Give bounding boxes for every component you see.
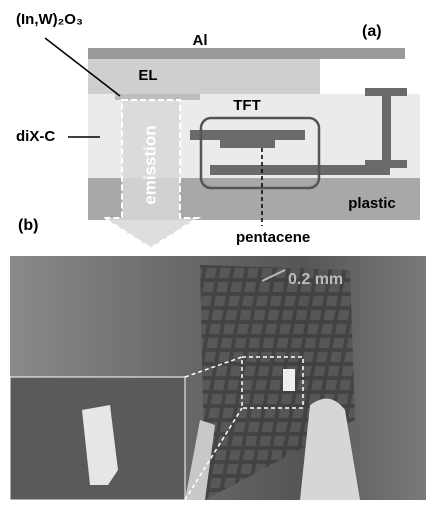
tft-label: TFT (233, 97, 261, 114)
el-layer (88, 59, 320, 94)
dielectric-label: diX-C (16, 128, 55, 145)
semiconductor-label: pentacene (236, 229, 310, 246)
tft-line (210, 165, 390, 175)
emission-label: emisstion (140, 125, 159, 204)
figure: emisstion (In,W)₂O₃ (a) Al EL diX-C TFT … (0, 0, 433, 505)
el-label: EL (138, 67, 157, 84)
via-top (365, 88, 407, 96)
lit-pixel (283, 369, 295, 391)
al-layer (88, 48, 405, 59)
via (382, 96, 391, 164)
tft-electrode (190, 130, 305, 140)
tft-gate (220, 140, 275, 148)
page: {"panel_a": {"label": "(a)", "layers": {… (0, 0, 433, 505)
substrate-label: plastic (348, 195, 396, 212)
panel-label: (a) (362, 23, 382, 40)
scale-label: 0.2 mm (288, 271, 343, 288)
via-bottom (365, 160, 407, 168)
electrode-label: (In,W)₂O₃ (16, 11, 83, 28)
panel-label: (b) (18, 217, 38, 234)
al-label: Al (193, 32, 208, 49)
